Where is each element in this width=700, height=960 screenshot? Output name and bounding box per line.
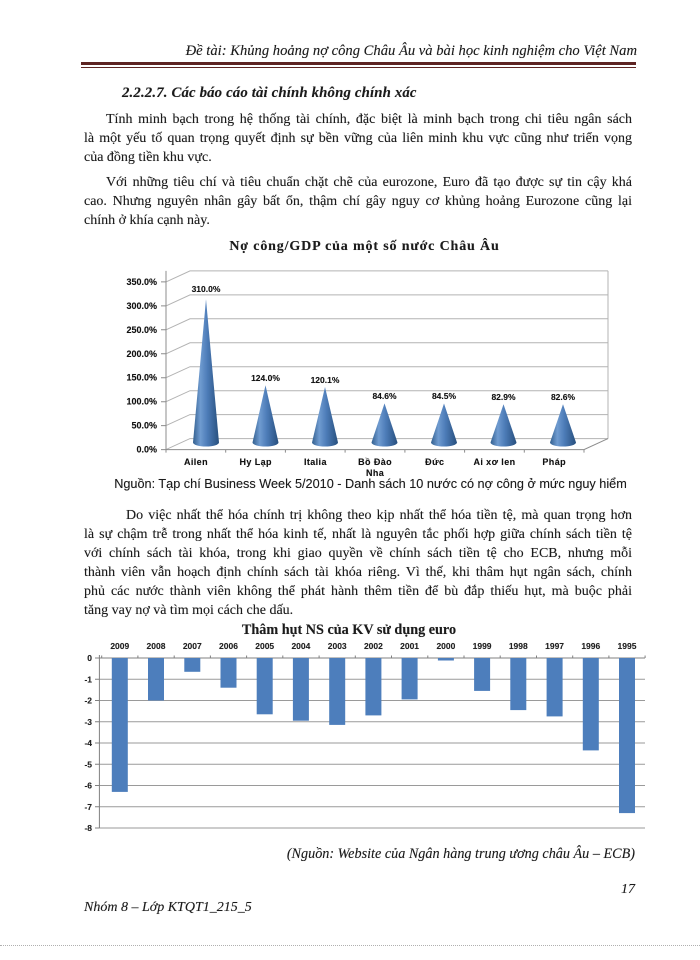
svg-text:-5: -5 xyxy=(84,759,92,769)
svg-text:200.0%: 200.0% xyxy=(126,349,157,359)
svg-text:250.0%: 250.0% xyxy=(126,325,157,335)
svg-text:2007: 2007 xyxy=(183,641,202,651)
svg-text:Ailen: Ailen xyxy=(184,457,208,467)
svg-text:Italia: Italia xyxy=(304,457,328,467)
svg-text:2006: 2006 xyxy=(219,641,238,651)
svg-text:1995: 1995 xyxy=(618,641,637,651)
svg-text:Nha: Nha xyxy=(366,468,385,478)
svg-text:2002: 2002 xyxy=(364,641,383,651)
svg-text:2005: 2005 xyxy=(255,641,274,651)
svg-text:0: 0 xyxy=(87,653,92,663)
svg-text:120.1%: 120.1% xyxy=(311,375,340,385)
svg-text:2001: 2001 xyxy=(400,641,419,651)
svg-text:300.0%: 300.0% xyxy=(126,301,157,311)
svg-text:2008: 2008 xyxy=(147,641,166,651)
svg-text:124.0%: 124.0% xyxy=(251,373,280,383)
svg-text:Đức: Đức xyxy=(425,457,444,467)
svg-text:2004: 2004 xyxy=(291,641,310,651)
svg-text:0.0%: 0.0% xyxy=(136,445,157,455)
svg-text:Ai xơ len: Ai xơ len xyxy=(473,457,515,467)
svg-text:-8: -8 xyxy=(84,823,92,833)
svg-text:-1: -1 xyxy=(84,674,92,684)
svg-text:Pháp: Pháp xyxy=(542,457,566,467)
svg-text:Hy Lạp: Hy Lạp xyxy=(239,457,272,467)
svg-text:82.6%: 82.6% xyxy=(551,392,576,402)
svg-text:82.9%: 82.9% xyxy=(491,392,516,402)
svg-text:84.6%: 84.6% xyxy=(372,391,397,401)
svg-text:-3: -3 xyxy=(84,717,92,727)
svg-text:Bồ Đào: Bồ Đào xyxy=(358,457,392,467)
svg-text:-2: -2 xyxy=(84,696,92,706)
svg-text:2009: 2009 xyxy=(110,641,129,651)
svg-text:2003: 2003 xyxy=(328,641,347,651)
svg-text:-7: -7 xyxy=(84,802,92,812)
svg-text:1999: 1999 xyxy=(473,641,492,651)
svg-text:150.0%: 150.0% xyxy=(126,373,157,383)
svg-text:-6: -6 xyxy=(84,781,92,791)
svg-text:1997: 1997 xyxy=(545,641,564,651)
svg-text:1996: 1996 xyxy=(581,641,600,651)
svg-text:100.0%: 100.0% xyxy=(126,397,157,407)
svg-text:-4: -4 xyxy=(84,738,92,748)
svg-text:50.0%: 50.0% xyxy=(131,421,157,431)
svg-text:1998: 1998 xyxy=(509,641,528,651)
svg-text:350.0%: 350.0% xyxy=(126,277,157,287)
svg-text:84.5%: 84.5% xyxy=(432,391,457,401)
svg-text:310.0%: 310.0% xyxy=(192,284,221,294)
svg-text:2000: 2000 xyxy=(436,641,455,651)
